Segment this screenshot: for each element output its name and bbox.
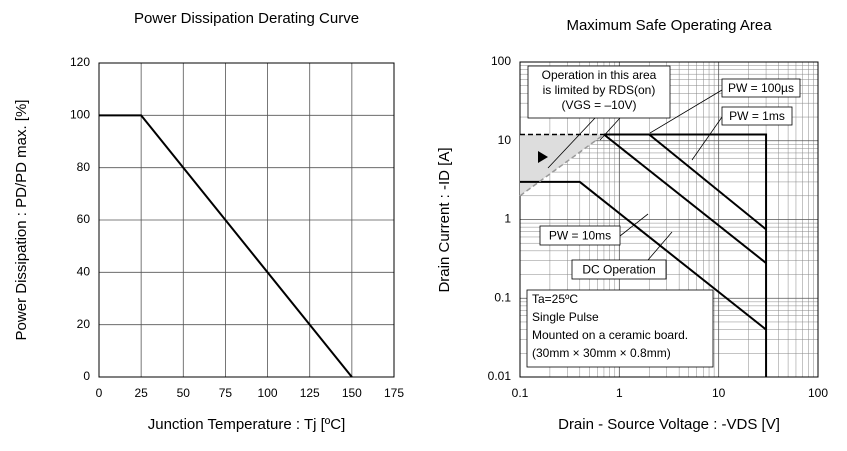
y-tick-label: 60 [77, 212, 91, 226]
x-tick-label: 50 [177, 386, 191, 400]
x-tick-label: 1 [616, 386, 623, 400]
y-tick-label: 0 [83, 369, 90, 383]
chart-title: Power Dissipation Derating Curve [134, 10, 359, 27]
label-box [721, 106, 793, 126]
annotation: Single Pulse [532, 310, 599, 324]
leader-line [691, 116, 723, 161]
x-tick-label: 0.1 [512, 386, 529, 400]
x-tick-label: 100 [258, 386, 278, 400]
y-tick-label: 1 [504, 212, 511, 226]
label-box [721, 78, 801, 98]
y-tick-label: 120 [70, 55, 90, 69]
y-tick-label: 80 [77, 160, 91, 174]
leader-line [647, 231, 673, 261]
y-axis-label: Drain Current : -ID [A] [436, 147, 453, 292]
x-tick-label: 25 [134, 386, 148, 400]
annotation-box [527, 65, 671, 119]
y-tick-label: 10 [498, 133, 512, 147]
label-box [539, 225, 621, 246]
y-tick-label: 20 [77, 317, 91, 331]
series-label: DC Operation [582, 263, 655, 277]
series-label: PW = 10ms [549, 229, 611, 243]
series-line [99, 114, 353, 378]
series-line [603, 133, 768, 377]
leader-line [619, 213, 649, 237]
series-line [648, 133, 767, 231]
leader-line [547, 117, 596, 169]
y-tick-label: 0.1 [494, 290, 511, 304]
x-axis-label: Junction Temperature : Tj [ºC] [148, 416, 346, 433]
series-label: PW = 100µs [728, 81, 794, 95]
x-tick-label: 10 [712, 386, 726, 400]
x-tick-label: 175 [384, 386, 404, 400]
x-tick-label: 150 [342, 386, 362, 400]
chart-title: Maximum Safe Operating Area [566, 17, 772, 34]
annotation: (VGS = –10V) [561, 98, 636, 112]
annotation: Mounted on a ceramic board. [532, 328, 688, 342]
x-tick-label: 125 [300, 386, 320, 400]
annotation: is limited by RDS(on) [543, 83, 656, 97]
leader-line [649, 89, 723, 134]
y-tick-label: 40 [77, 265, 91, 279]
label-box [571, 259, 667, 280]
annotation: (30mm × 30mm × 0.8mm) [532, 346, 671, 360]
series-line [519, 133, 605, 197]
y-tick-label: 100 [491, 54, 511, 68]
x-tick-label: 100 [808, 386, 828, 400]
area-arrow [538, 151, 548, 163]
series-line [603, 133, 767, 264]
y-tick-label: 100 [70, 108, 90, 122]
annotation-box [526, 289, 714, 368]
leader-line [599, 117, 621, 141]
x-axis-label: Drain - Source Voltage : -VDS [V] [558, 416, 780, 433]
x-tick-label: 0 [96, 386, 103, 400]
plot-frame [98, 62, 395, 378]
annotation: Operation in this area [542, 68, 657, 82]
y-tick-label: 0.01 [488, 369, 512, 383]
series-label: PW = 1ms [729, 109, 785, 123]
x-tick-label: 75 [219, 386, 233, 400]
y-axis-label: Power Dissipation : PD/PD max. [%] [13, 100, 30, 341]
plot-frame [519, 61, 819, 378]
annotation: Ta=25ºC [532, 292, 578, 306]
